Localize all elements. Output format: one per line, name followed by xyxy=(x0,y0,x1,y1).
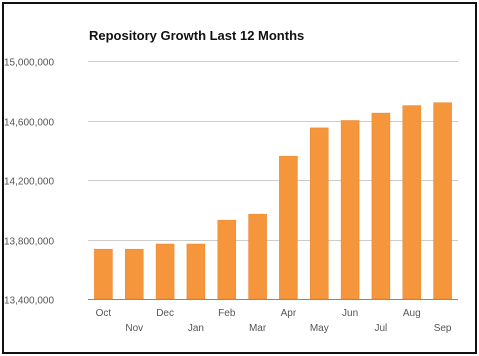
x-tick-label: Sep xyxy=(434,323,452,334)
bar xyxy=(371,112,391,300)
y-tick-label: 13,400,000 xyxy=(4,296,54,307)
x-tick-label: Jul xyxy=(375,323,388,334)
bar xyxy=(248,213,267,300)
x-tick-label: Mar xyxy=(249,323,267,334)
bar xyxy=(402,105,422,300)
x-tick-label: Apr xyxy=(281,308,297,319)
x-tick-label: Aug xyxy=(403,308,421,319)
bar xyxy=(217,219,237,300)
bar xyxy=(340,120,360,300)
y-tick-label: 14,200,000 xyxy=(4,177,54,188)
x-tick-label: Oct xyxy=(96,308,112,319)
y-tick-label: 13,800,000 xyxy=(4,237,54,248)
bar xyxy=(310,127,329,300)
bar xyxy=(125,248,144,300)
bar xyxy=(94,248,113,300)
x-tick-label: Jun xyxy=(342,308,358,319)
bar xyxy=(279,155,298,300)
bar xyxy=(186,243,206,300)
x-tick-label: Nov xyxy=(125,323,143,334)
x-tick-label: Dec xyxy=(156,308,174,319)
x-tick-label: Jan xyxy=(188,323,204,334)
bar xyxy=(155,243,175,300)
x-tick-label: May xyxy=(310,323,329,334)
chart-title: Repository Growth Last 12 Months xyxy=(89,28,305,43)
x-tick-label: Feb xyxy=(218,308,236,319)
bar xyxy=(433,102,452,300)
y-tick-label: 14,600,000 xyxy=(4,118,54,129)
y-tick-label: 15,000,000 xyxy=(4,58,54,69)
